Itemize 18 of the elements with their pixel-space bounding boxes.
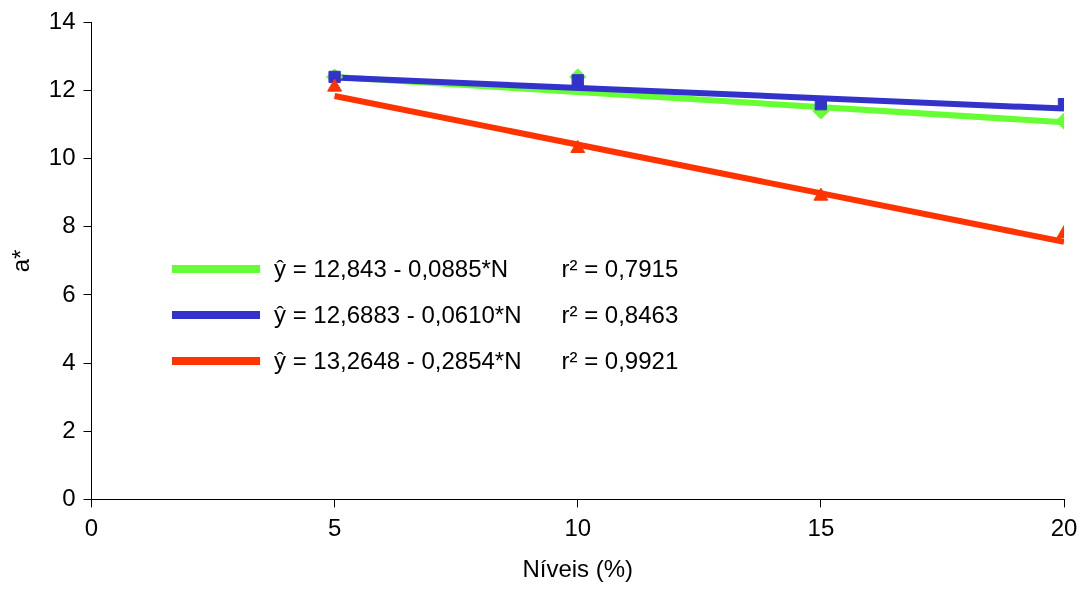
y-tick-label: 10 (48, 143, 76, 171)
x-tick-label: 15 (807, 514, 835, 542)
y-tick-label: 12 (48, 75, 76, 103)
x-tick-label: 5 (327, 514, 342, 542)
x-tick-label: 0 (84, 514, 99, 542)
y-tick-label: 14 (48, 7, 76, 35)
x-tick-label: 20 (1050, 514, 1078, 542)
x-axis-title: Níveis (%) (522, 555, 634, 583)
legend-label: ŷ = 12,843 - 0,0885*N r² = 0,7915 (274, 255, 679, 283)
y-tick-label: 8 (62, 211, 76, 239)
legend-label: ŷ = 12,6883 - 0,0610*N r² = 0,8463 (274, 301, 679, 329)
y-tick-label: 2 (62, 415, 76, 443)
y-axis-title: a* (7, 249, 35, 273)
legend-label: ŷ = 13,2648 - 0,2854*N r² = 0,9921 (274, 347, 679, 375)
y-tick-label: 4 (62, 347, 76, 375)
x-tick-label: 10 (564, 514, 592, 542)
y-tick-label: 6 (62, 279, 76, 307)
y-tick-label: 0 (62, 484, 76, 512)
